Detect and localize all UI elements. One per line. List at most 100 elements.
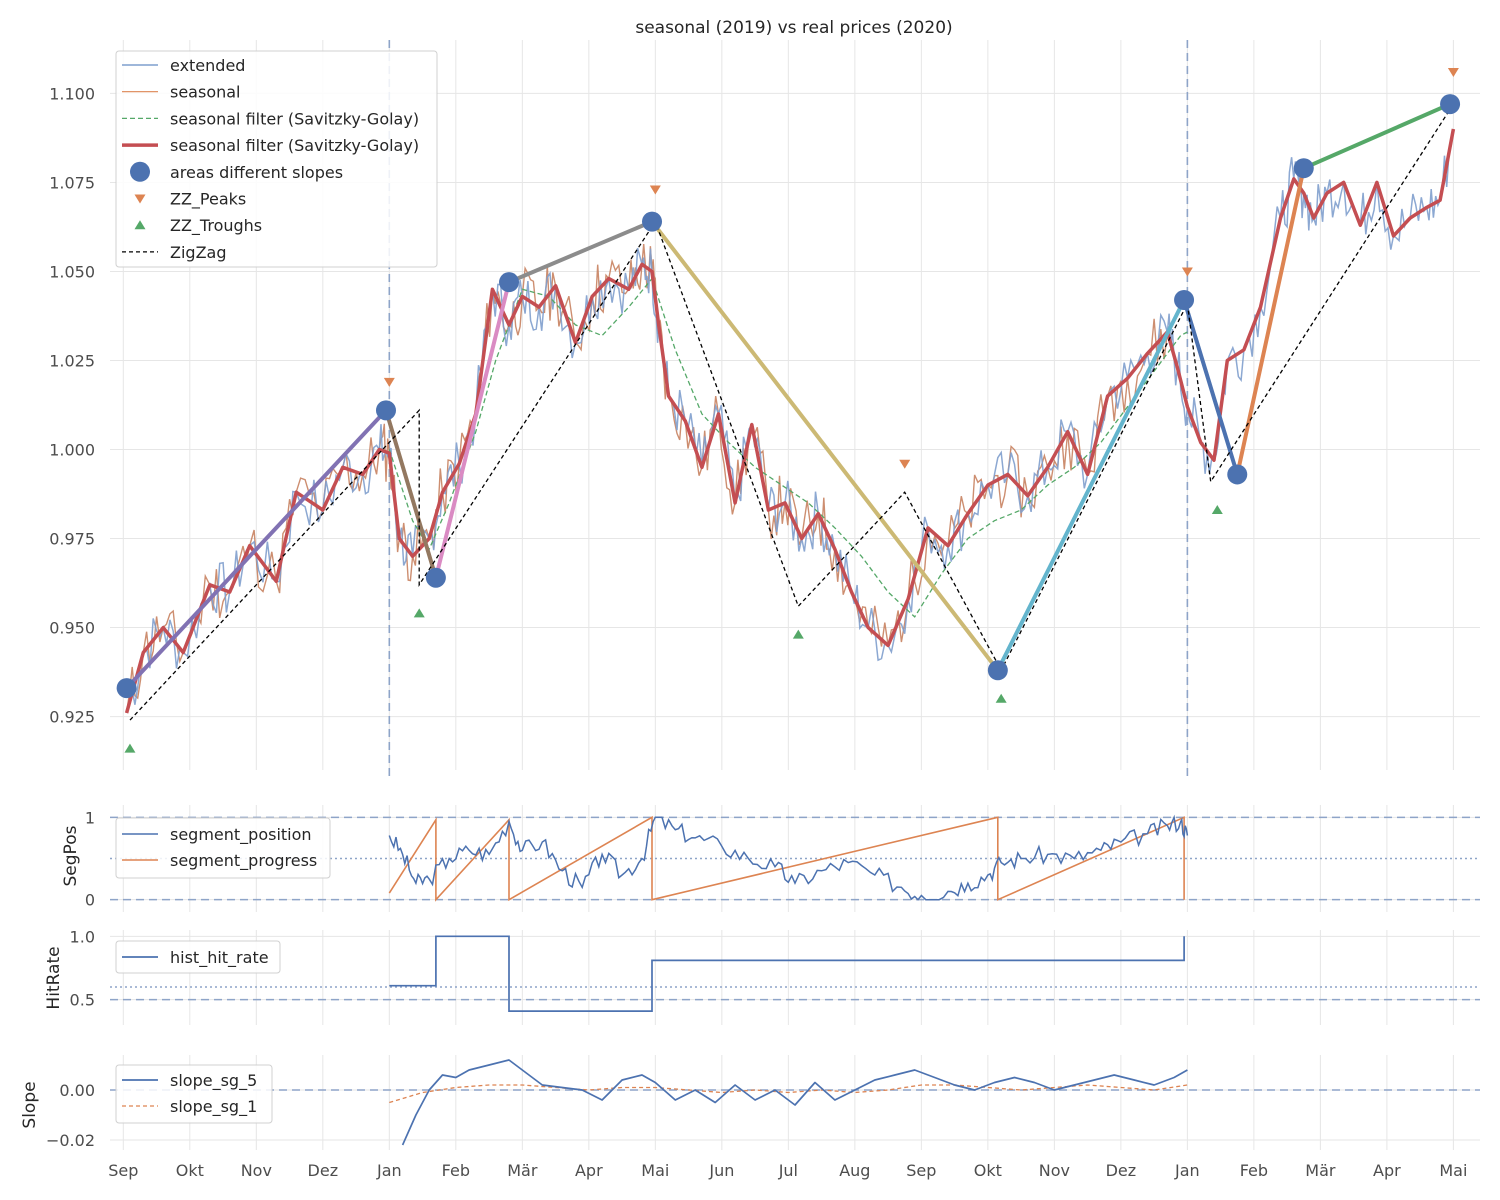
x-tick-label: Jan [376, 1161, 402, 1180]
x-tick-label: Jan [1174, 1161, 1200, 1180]
segpos-legend-box [115, 817, 331, 879]
hitrate-legend-box [115, 940, 281, 974]
area-point [1293, 158, 1314, 179]
main-ytick-label: 1.000 [49, 441, 95, 460]
main-grid [110, 40, 1480, 770]
segpos-ytick-label: 0 [85, 891, 95, 910]
hitrate-legend-label: hist_hit_rate [170, 948, 269, 968]
x-tick-label: Apr [1373, 1161, 1401, 1180]
main-legend-label: seasonal [170, 83, 241, 102]
x-tick-label: Dez [308, 1161, 339, 1180]
extended-line [125, 128, 1455, 714]
main-ytick-label: 0.950 [49, 619, 95, 638]
x-tick-label: Sep [906, 1161, 936, 1180]
main-legend-box [115, 50, 438, 268]
main-ytick-label: 0.925 [49, 708, 95, 727]
hist-hit-rate-line [389, 935, 1185, 1012]
main-ytick-label: 1.075 [49, 173, 95, 192]
segment-progress-line [388, 815, 1185, 902]
segpos-legend-label: segment_progress [170, 851, 317, 871]
x-tick-label: Mai [641, 1161, 669, 1180]
x-tick-label: Mär [507, 1161, 538, 1180]
zz-trough-marker [995, 693, 1007, 703]
main-ytick-label: 1.025 [49, 351, 95, 370]
slope-segment-line [384, 408, 438, 580]
chart-title: seasonal (2019) vs real prices (2020) [635, 18, 952, 38]
savgol-thin-line [388, 277, 1188, 618]
main-legend: extended seasonal seasonal filter (Savitzk… [115, 50, 438, 268]
x-tick-label: Feb [1240, 1161, 1268, 1180]
savgol-thick-line [124, 128, 1456, 714]
segpos-ylabel: SegPos [61, 825, 81, 886]
zz-trough-marker [413, 608, 425, 618]
slope-ylabel: Slope [20, 1081, 40, 1128]
x-tick-label: Mär [1305, 1161, 1336, 1180]
hitrate-legend: hist_hit_rate [115, 940, 281, 974]
main-legend-label: seasonal filter (Savitzky-Golay) [170, 109, 419, 128]
main-ytick-label: 0.975 [49, 530, 95, 549]
segpos-ytick-label: 1 [85, 808, 95, 827]
area-point [642, 211, 663, 232]
x-tick-label: Dez [1106, 1161, 1137, 1180]
slope-segment-line [995, 298, 1187, 673]
x-axis-tick-labels: Sep Okt Nov Dez Jan Feb Mär Apr Mai Jun Jul Aug Sep O… [108, 1161, 1467, 1180]
zz-trough-marker [124, 743, 136, 753]
x-tick-label: Jul [778, 1161, 798, 1180]
area-point [1227, 464, 1248, 485]
x-tick-label: Aug [839, 1161, 870, 1180]
hitrate-panel: 0.5 1.0 HitRate hist_hit_rate [44, 927, 1480, 1025]
slope-ytick-label: 0.00 [59, 1081, 95, 1100]
x-tick-label: Okt [974, 1161, 1002, 1180]
slope-series [110, 1059, 1480, 1146]
x-tick-label: Okt [176, 1161, 204, 1180]
main-legend-label: ZZ_Peaks [170, 190, 246, 210]
x-tick-label: Jun [708, 1161, 734, 1180]
area-point [1440, 94, 1461, 115]
slope-ytick-label: −0.02 [46, 1131, 95, 1150]
x-tick-label: Nov [1039, 1161, 1070, 1180]
hitrate-y-ticks: 0.5 1.0 [70, 927, 95, 1009]
zz-peak-marker [899, 459, 911, 469]
x-tick-label: Nov [241, 1161, 272, 1180]
slope-sg-1-line [389, 1084, 1188, 1104]
area-point [116, 678, 137, 699]
area-point [1174, 289, 1195, 310]
slope-segment-line [1235, 166, 1306, 477]
main-legend-label: ZZ_Troughs [170, 216, 262, 236]
slope-segment-line [1182, 298, 1240, 477]
main-ytick-label: 1.100 [49, 84, 95, 103]
area-point [499, 272, 520, 293]
main-panel: 0.925 0.950 0.975 1.000 1.025 1.050 1.075 1.100… [49, 40, 1480, 780]
slope-segment-line [1301, 102, 1453, 171]
slope-segment-line [124, 408, 388, 691]
main-legend-label: seasonal filter (Savitzky-Golay) [170, 136, 419, 155]
segment-position-line [388, 814, 1189, 901]
zz-peak-marker [383, 377, 395, 387]
hitrate-series [110, 935, 1480, 1012]
area-point [425, 567, 446, 588]
area-point [375, 400, 396, 421]
zz-trough-marker [1211, 505, 1223, 515]
zigzag-line [129, 103, 1454, 721]
x-tick-label: Apr [575, 1161, 603, 1180]
area-point [987, 660, 1008, 681]
main-legend-label: ZigZag [170, 243, 226, 262]
zz-trough-marker [792, 629, 804, 639]
slope-grid [110, 1055, 1480, 1150]
hitrate-ylabel: HitRate [44, 946, 64, 1009]
slope-segment-line [507, 219, 654, 285]
segpos-y-ticks: 01 [85, 808, 95, 909]
slope-legend-label: slope_sg_1 [170, 1097, 257, 1117]
hitrate-grid [110, 930, 1480, 1025]
segpos-legend-label: segment_position [170, 825, 312, 845]
hitrate-ytick-label: 0.5 [70, 991, 95, 1010]
zz-peak-marker [1181, 267, 1193, 277]
segpos-panel: 01 SegPos segment_positionsegment_progre… [61, 805, 1480, 912]
x-tick-label: Sep [108, 1161, 138, 1180]
segpos-series [110, 814, 1480, 902]
main-ytick-label: 1.050 [49, 262, 95, 281]
main-legend-swatch [134, 220, 146, 230]
main-series [116, 68, 1461, 753]
slope-sg-5-line [401, 1059, 1188, 1146]
main-legend-swatch [134, 194, 146, 204]
